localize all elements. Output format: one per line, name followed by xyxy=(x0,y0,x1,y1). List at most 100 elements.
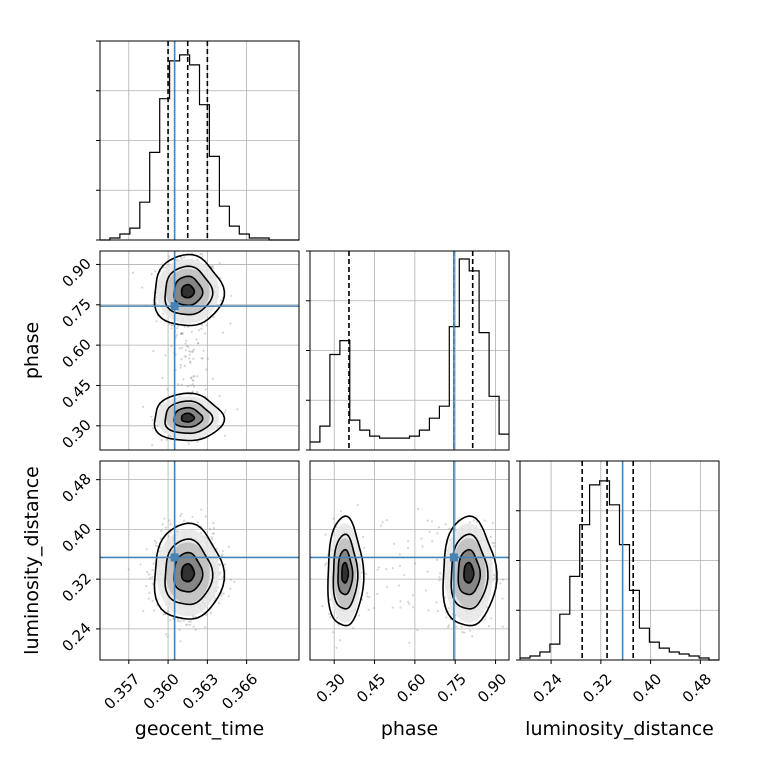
sample-point xyxy=(455,625,458,628)
sample-point xyxy=(426,519,429,522)
sample-point xyxy=(151,576,154,579)
sample-point xyxy=(191,350,194,354)
contour-0-1 xyxy=(164,265,214,316)
sample-point xyxy=(426,570,429,573)
sample-point xyxy=(230,294,233,297)
sample-point xyxy=(471,635,474,638)
sample-point xyxy=(176,327,179,330)
sample-point xyxy=(399,606,402,609)
truth-marker xyxy=(170,553,179,562)
sample-point xyxy=(219,299,223,302)
sample-point xyxy=(178,347,181,350)
x-tick-label: 0.48 xyxy=(679,670,715,706)
sample-point xyxy=(229,587,232,590)
sample-point xyxy=(489,535,493,538)
y-tick-label: 0.60 xyxy=(58,335,94,371)
sample-point xyxy=(206,357,209,360)
sample-point xyxy=(151,599,154,603)
y-tick-label: 0.32 xyxy=(58,569,94,605)
sample-point xyxy=(357,614,361,617)
sample-point xyxy=(162,613,165,616)
sample-point xyxy=(201,357,204,360)
y-tick-label: 0.30 xyxy=(58,416,94,452)
sample-point xyxy=(424,589,428,592)
x-tick-label: 0.357 xyxy=(100,670,143,713)
sample-point xyxy=(385,519,388,522)
sample-point xyxy=(501,597,504,600)
sample-point xyxy=(210,536,213,539)
sample-point xyxy=(187,325,190,328)
sample-point xyxy=(502,578,505,581)
sample-point xyxy=(196,342,199,345)
sample-point xyxy=(219,571,222,574)
sample-point xyxy=(196,520,199,524)
sample-point xyxy=(180,332,183,336)
sample-point xyxy=(175,334,178,337)
sample-point xyxy=(191,515,194,518)
histogram-phase xyxy=(310,258,509,443)
sample-point xyxy=(221,550,224,553)
sample-point xyxy=(212,316,215,319)
sample-point xyxy=(205,368,208,371)
sample-point xyxy=(183,256,186,259)
sample-point xyxy=(153,539,156,543)
sample-point xyxy=(195,338,198,341)
sample-point xyxy=(444,596,447,599)
sample-point xyxy=(407,600,410,603)
sample-point xyxy=(185,339,188,342)
sample-point xyxy=(205,613,208,616)
sample-point xyxy=(373,607,376,610)
y-axis-label-phase: phase xyxy=(21,322,43,379)
sample-point xyxy=(233,580,236,583)
sample-point xyxy=(447,626,450,629)
sample-point xyxy=(187,442,190,445)
x-tick-label: 0.366 xyxy=(218,670,261,713)
sample-point xyxy=(166,388,169,391)
histogram-luminosity_distance xyxy=(520,480,719,661)
sample-point xyxy=(170,327,173,330)
sample-point xyxy=(195,391,199,394)
sample-point xyxy=(171,324,174,327)
sample-point xyxy=(161,377,164,380)
sample-point xyxy=(376,592,379,596)
sample-point xyxy=(167,535,170,538)
sample-point xyxy=(191,390,194,393)
sample-point xyxy=(361,535,365,539)
sample-point xyxy=(177,324,180,327)
sample-point xyxy=(170,324,173,327)
sample-point xyxy=(139,563,142,566)
sample-point xyxy=(147,597,150,600)
sample-point xyxy=(181,332,184,335)
sample-point xyxy=(339,510,342,513)
sample-point xyxy=(162,266,165,269)
sample-point xyxy=(160,530,163,533)
contour-0-3 xyxy=(180,283,196,299)
sample-point xyxy=(324,533,327,536)
sample-point xyxy=(491,521,494,525)
sample-point xyxy=(221,553,224,556)
sample-point xyxy=(182,378,185,381)
sample-point xyxy=(438,576,441,579)
sample-point xyxy=(463,631,466,634)
sample-point xyxy=(501,625,504,628)
sample-point xyxy=(439,572,442,575)
sample-point xyxy=(469,629,472,632)
sample-point xyxy=(461,631,464,634)
sample-point xyxy=(407,540,410,543)
sample-point xyxy=(185,623,188,626)
density-level-0-3 xyxy=(180,563,195,583)
sample-point xyxy=(152,562,155,565)
sample-point xyxy=(194,628,197,632)
sample-point xyxy=(417,507,420,511)
panel-frame xyxy=(99,460,300,661)
sample-point xyxy=(217,602,221,605)
sample-point xyxy=(212,532,215,535)
sample-point xyxy=(192,379,195,382)
sample-point xyxy=(435,558,439,562)
sample-point xyxy=(200,327,203,330)
panel-luminosity_distance-vs-luminosity_distance: 0.24 0.32 0.40 0.48 luminosity_distance xyxy=(516,460,720,740)
sample-point xyxy=(196,258,199,261)
sample-point xyxy=(179,640,182,643)
sample-point xyxy=(397,584,400,587)
sample-point xyxy=(155,544,158,547)
